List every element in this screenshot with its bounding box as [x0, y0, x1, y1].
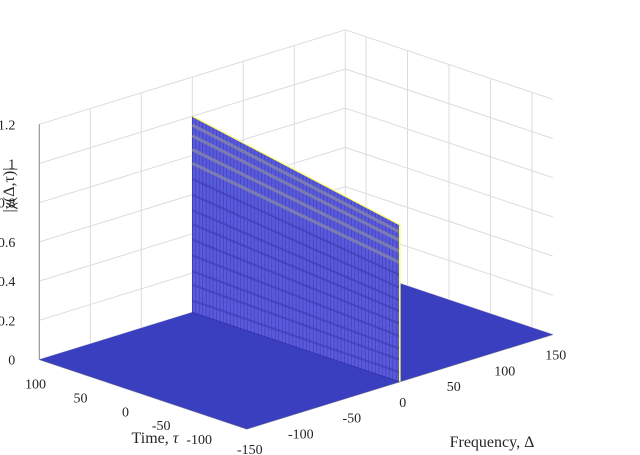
- ridge-band: [191, 123, 401, 234]
- grid-line: [345, 68, 553, 139]
- x-axis-label-symbol: Δ: [524, 434, 534, 451]
- y-axis-label: Time, τ: [132, 430, 180, 447]
- y-tick-label: -100: [186, 433, 212, 448]
- z-tick-label: 1.2: [0, 118, 15, 133]
- y-tick-label: 100: [25, 377, 46, 392]
- tick-labels: 0 0.2 0.4 0.6 0.8 1 1.2 -100 -50 0 50 100 -150 -100 -5…: [0, 118, 566, 455]
- x-axis-label-text: Frequency,: [450, 434, 525, 451]
- x-tick-label: 100: [494, 364, 515, 379]
- ridge-band: [191, 223, 401, 313]
- z-tick-label: 0.2: [0, 314, 15, 329]
- grid-line: [345, 186, 553, 257]
- ridge-band: [191, 134, 401, 243]
- y-tick-label: -50: [152, 419, 171, 434]
- x-tick-label: -150: [237, 443, 263, 455]
- x-tick-label: -100: [288, 427, 314, 442]
- z-tick-label: 0: [8, 354, 15, 369]
- y-axis-label-symbol: τ: [173, 430, 180, 447]
- ridge-band: [191, 270, 401, 350]
- y-tick-label: 0: [122, 405, 129, 420]
- z-tick-label: 1: [8, 158, 15, 173]
- ridge-band: [191, 238, 401, 325]
- x-tick-label: 50: [447, 380, 461, 395]
- y-tick-label: 50: [74, 391, 88, 406]
- ridge-band: [191, 254, 401, 338]
- surface: [39, 115, 553, 429]
- z-tick-label: 0.6: [0, 236, 15, 251]
- z-tick-label: 0.8: [0, 197, 15, 212]
- z-tick-label: 0.4: [0, 275, 15, 290]
- grid-line: [345, 107, 553, 179]
- z-axis-label: |χ(Δ,τ)|: [1, 168, 18, 213]
- ridge-band: [191, 178, 401, 277]
- ridge-band: [191, 209, 401, 302]
- ridge-top-edge: [192, 115, 401, 226]
- ridge-band: [191, 283, 401, 361]
- x-axis-label: Frequency, Δ: [450, 434, 535, 451]
- ridge-band: [191, 299, 401, 374]
- x-tick-label: -50: [342, 412, 361, 427]
- grid-line: [345, 29, 553, 100]
- ridge-band: [191, 193, 401, 289]
- grid-line: [345, 146, 553, 218]
- x-tick-label: 0: [399, 396, 406, 411]
- x-tick-label: 150: [545, 349, 566, 364]
- grid-line: [39, 29, 346, 125]
- y-axis-label-text: Time,: [132, 430, 173, 447]
- ridge-band: [191, 148, 401, 254]
- ridge-band: [191, 161, 401, 265]
